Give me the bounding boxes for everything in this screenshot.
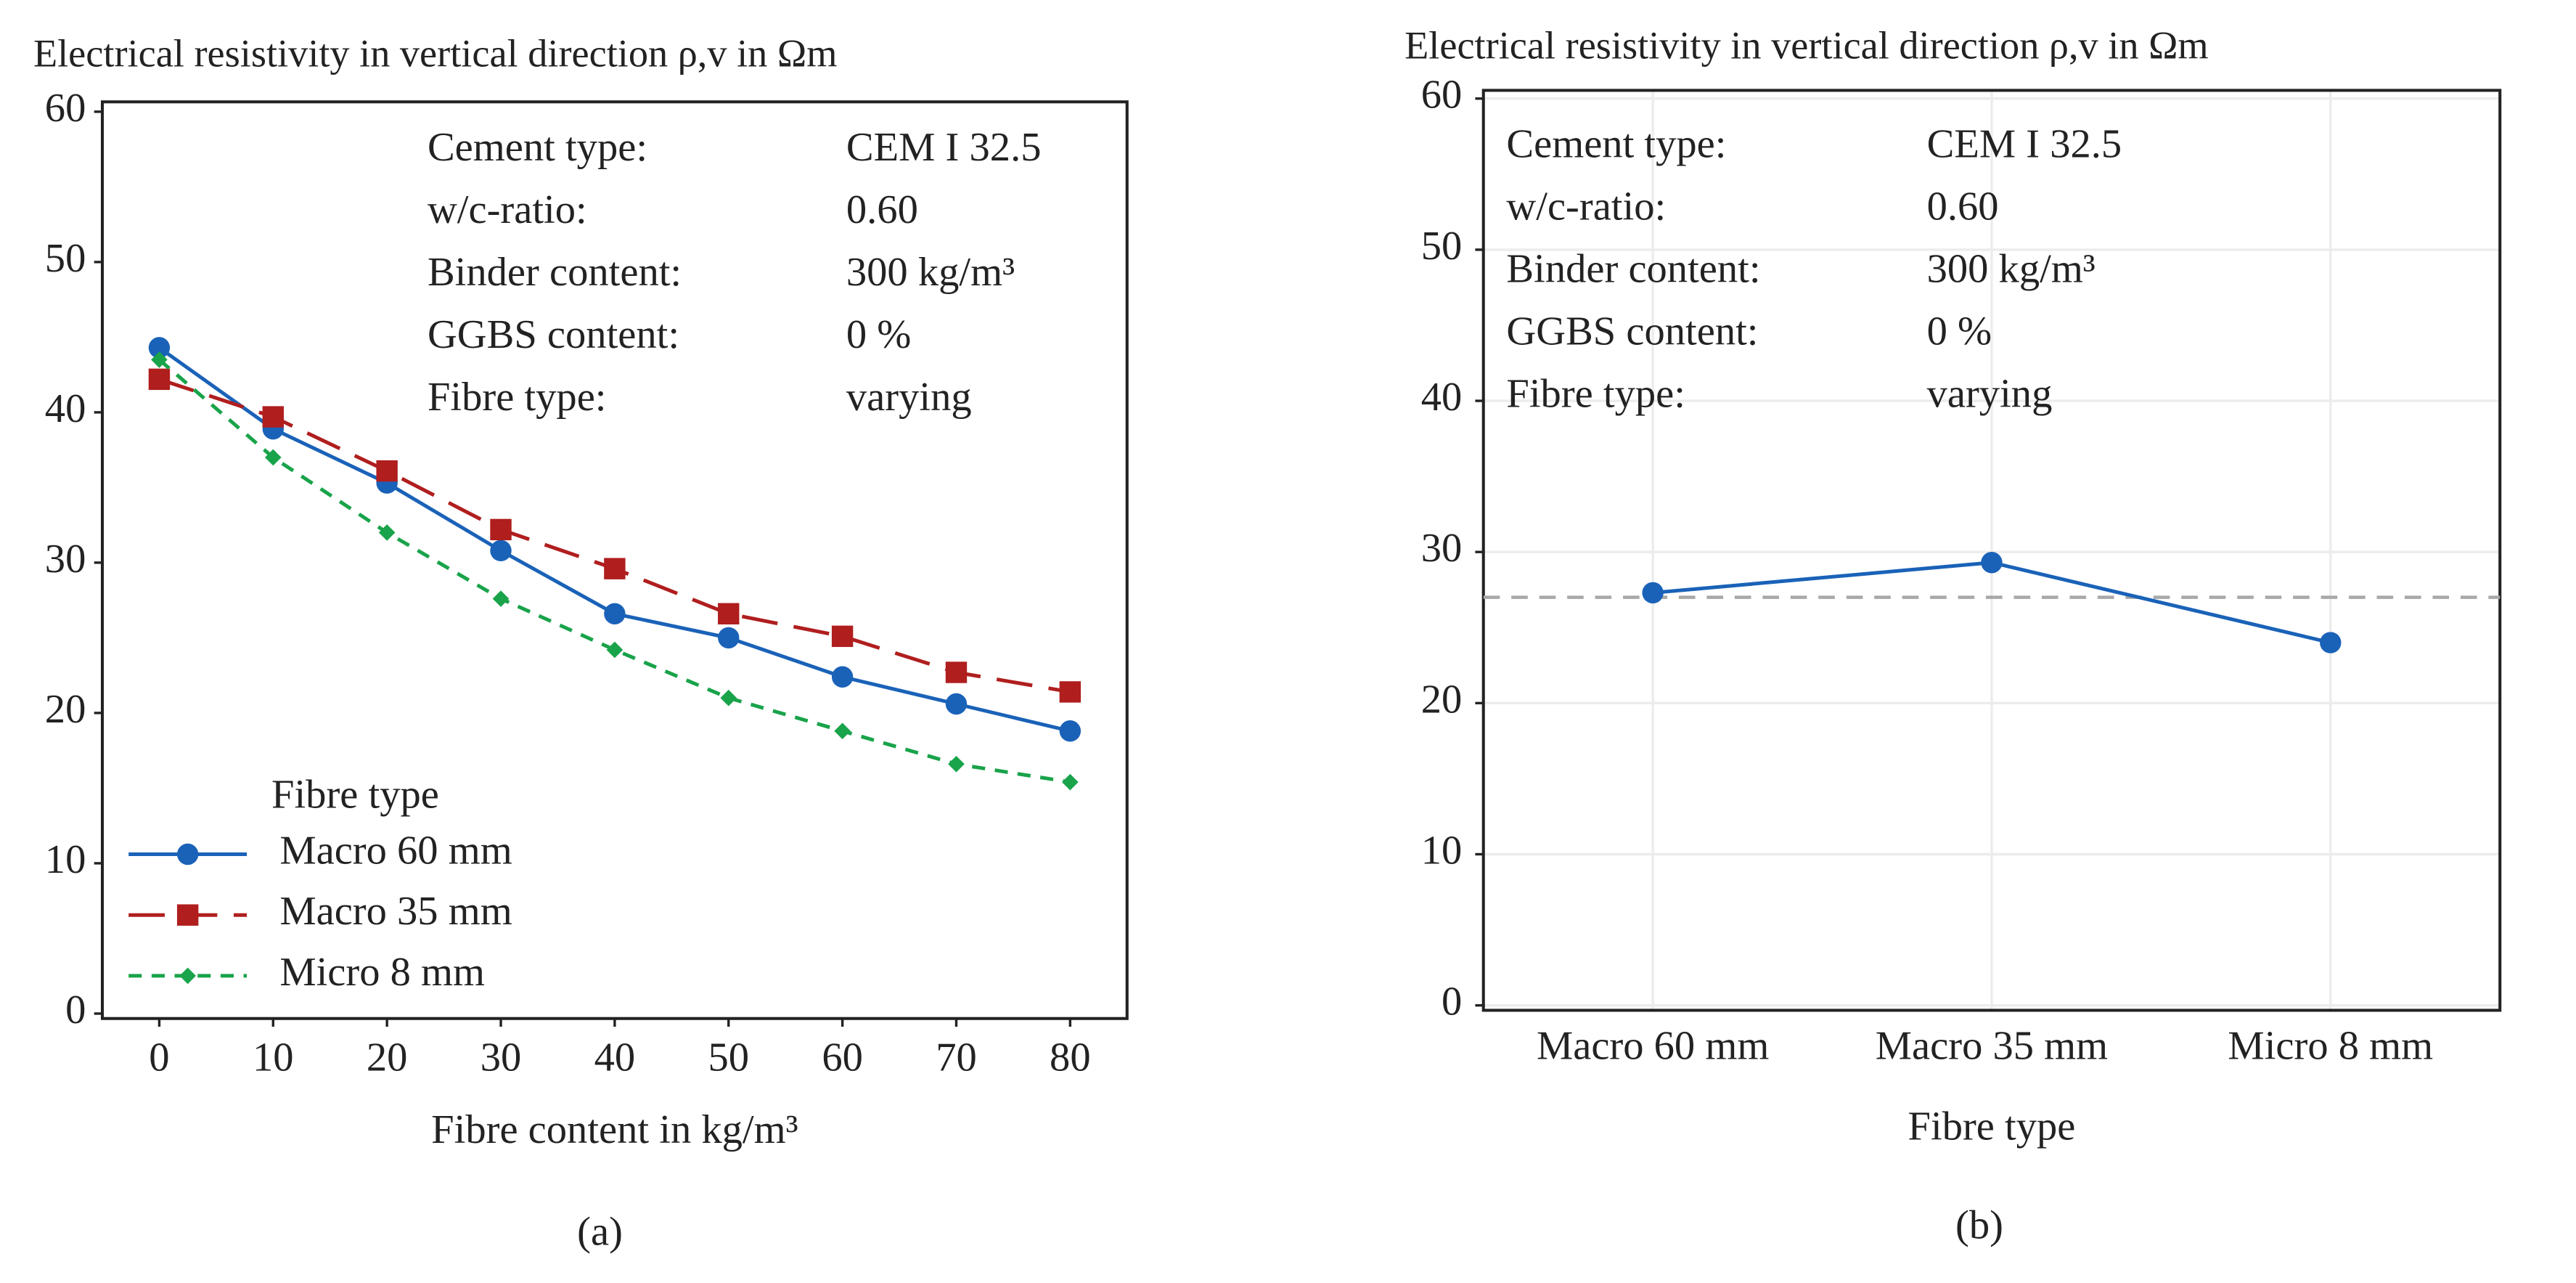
y-tick-label: 20 [45, 687, 86, 732]
marker [1981, 552, 2003, 574]
legend-title: Fibre type [271, 773, 439, 818]
x-tick-label: 20 [367, 1035, 408, 1080]
y-tick-label: 10 [45, 837, 86, 882]
marker [604, 558, 626, 579]
marker [1642, 582, 1664, 604]
panel-label: (a) [577, 1209, 623, 1254]
info-value: 0 % [846, 312, 912, 357]
marker [490, 518, 512, 541]
marker [720, 689, 737, 706]
marker [264, 449, 282, 466]
y-tick-label: 60 [45, 86, 86, 131]
marker [1062, 773, 1079, 791]
info-label: Binder content: [428, 250, 682, 295]
x-tick-label: Macro 35 mm [1876, 1024, 2108, 1069]
marker [718, 603, 740, 624]
x-tick-label: 80 [1050, 1035, 1091, 1080]
info-value: varying [846, 375, 972, 420]
marker [606, 641, 623, 659]
info-value: 0.60 [846, 187, 918, 232]
x-tick-label: 70 [936, 1035, 977, 1080]
info-label: w/c-ratio: [1506, 184, 1666, 229]
marker [2320, 632, 2342, 653]
y-tick-label: 50 [1421, 224, 1463, 269]
x-axis-label: Fibre content in kg/m³ [431, 1107, 798, 1152]
info-value: 0.60 [1927, 184, 1999, 229]
info-value: 0 % [1927, 309, 1992, 354]
info-value: CEM I 32.5 [846, 125, 1042, 170]
marker [948, 755, 965, 773]
info-label: GGBS content: [1506, 309, 1758, 354]
x-tick-label: 40 [594, 1035, 636, 1080]
y-tick-label: 50 [45, 236, 86, 281]
x-axis-label: Fibre type [1908, 1104, 2076, 1149]
marker [945, 693, 968, 715]
info-label: Fibre type: [1506, 372, 1685, 417]
x-tick-label: 50 [708, 1035, 749, 1080]
info-label: Binder content: [1506, 247, 1760, 292]
info-value: varying [1927, 372, 2053, 417]
y-tick-label: 40 [1421, 375, 1463, 420]
marker [176, 843, 199, 865]
x-tick-label: Micro 8 mm [2228, 1024, 2433, 1069]
x-tick-label: Macro 60 mm [1537, 1024, 1769, 1069]
info-label: GGBS content: [428, 312, 679, 357]
marker [1059, 681, 1081, 703]
y-tick-label: 20 [1421, 677, 1463, 722]
marker [179, 967, 196, 985]
x-tick-label: 60 [822, 1035, 863, 1080]
info-value: 300 kg/m³ [1927, 247, 2095, 292]
marker [718, 627, 740, 649]
x-tick-label: 30 [481, 1035, 522, 1080]
y-tick-label: 40 [45, 386, 86, 431]
info-value: 300 kg/m³ [846, 250, 1015, 295]
marker [831, 625, 854, 648]
panel-label: (b) [1955, 1202, 2003, 1247]
plot-frame [1481, 89, 2502, 1012]
marker [148, 368, 171, 391]
info-label: Cement type: [1506, 122, 1726, 167]
info-label: Fibre type: [428, 375, 607, 420]
marker [604, 603, 626, 624]
legend-label: Macro 35 mm [279, 889, 512, 934]
chart-title: Electrical resistivity in vertical direc… [33, 32, 838, 76]
y-tick-label: 0 [1442, 979, 1462, 1025]
marker [151, 351, 168, 368]
legend-label: Macro 60 mm [279, 828, 512, 873]
y-tick-label: 30 [45, 537, 86, 582]
legend-label: Micro 8 mm [279, 950, 485, 995]
info-label: w/c-ratio: [428, 187, 587, 232]
marker [262, 406, 284, 428]
marker [490, 539, 512, 562]
marker [831, 666, 854, 688]
marker [492, 590, 510, 607]
info-label: Cement type: [428, 125, 647, 170]
y-tick-label: 0 [65, 987, 86, 1032]
x-tick-label: 0 [149, 1035, 169, 1080]
x-tick-label: 10 [253, 1035, 294, 1080]
marker [176, 904, 199, 926]
y-tick-label: 10 [1421, 828, 1463, 873]
marker [834, 722, 851, 740]
y-tick-label: 60 [1421, 73, 1463, 118]
marker [1059, 720, 1081, 742]
series-line [158, 358, 1071, 784]
marker [945, 661, 968, 683]
marker [148, 337, 171, 359]
info-value: CEM I 32.5 [1927, 122, 2122, 167]
marker [376, 460, 398, 482]
chart-title: Electrical resistivity in vertical direc… [1404, 23, 2209, 67]
y-tick-label: 30 [1421, 526, 1463, 571]
